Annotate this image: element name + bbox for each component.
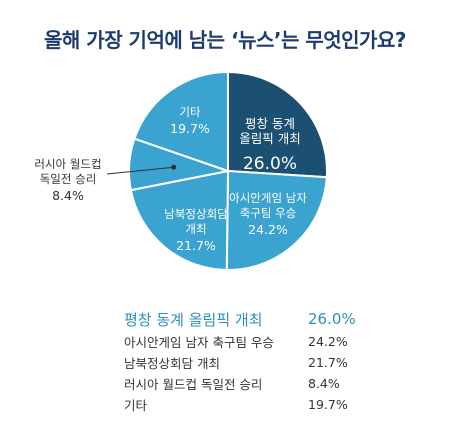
slice-label-0-line-1: 올림픽 개최 [239, 131, 300, 146]
slice-value-3: 8.4% [52, 188, 84, 203]
pie-slice-4 [133, 70, 229, 173]
slice-label-3-line-1: 독일전 승리 [40, 172, 97, 186]
pie-slice-2 [129, 169, 230, 272]
slice-value-0: 26.0% [243, 154, 297, 174]
slice-label-3-line-0: 러시아 월드컵 [34, 157, 101, 171]
slice-value-2: 21.7% [176, 238, 216, 253]
slice-value-4: 19.7% [170, 121, 210, 136]
slice-label-4-line-0: 기타 [179, 105, 201, 119]
leader-line [106, 166, 174, 175]
slice-label-0-line-0: 평창 동계 [245, 116, 295, 131]
legend-label-1: 아시안게임 남자 축구팀 우승 [124, 335, 274, 350]
slice-label-2-line-1: 개최 [185, 222, 206, 236]
legend: 평창 동계 올림픽 개최 26.0% 아시안게임 남자 축구팀 우승 24.2% 남북정… [124, 307, 364, 415]
legend-row-4: 기타 19.7% [124, 394, 364, 415]
pie-slice-1 [225, 169, 328, 271]
legend-label-4: 기타 [124, 398, 148, 413]
legend-value-0: 26.0% [308, 310, 356, 328]
leader-dot [171, 164, 177, 170]
legend-value-4: 19.7% [308, 397, 348, 412]
legend-value-1: 24.2% [308, 334, 348, 349]
pie-slice-0 [227, 70, 328, 179]
legend-row-0: 평창 동계 올림픽 개최 26.0% [124, 307, 364, 331]
slice-label-1-line-1: 축구팀 우승 [240, 206, 297, 220]
legend-value-3: 8.4% [308, 376, 340, 391]
slice-label-1-line-0: 아시안게임 남자 [229, 191, 307, 205]
slice-value-1: 24.2% [248, 222, 288, 237]
legend-label-0: 평창 동계 올림픽 개최 [124, 310, 263, 329]
legend-value-2: 21.7% [308, 355, 348, 370]
legend-label-3: 러시아 월드컵 독일전 승리 [124, 377, 263, 392]
slice-label-2-line-0: 남북정상회담 [164, 207, 228, 221]
legend-row-1: 아시안게임 남자 축구팀 우승 24.2% [124, 331, 364, 352]
legend-row-2: 남북정상회담 개최 21.7% [124, 352, 364, 373]
legend-row-3: 러시아 월드컵 독일전 승리 8.4% [124, 373, 364, 394]
chart-title: 올해 가장 기억에 남는 ‘뉴스’는 무엇인가요? [44, 28, 406, 52]
legend-label-2: 남북정상회담 개최 [124, 356, 220, 371]
